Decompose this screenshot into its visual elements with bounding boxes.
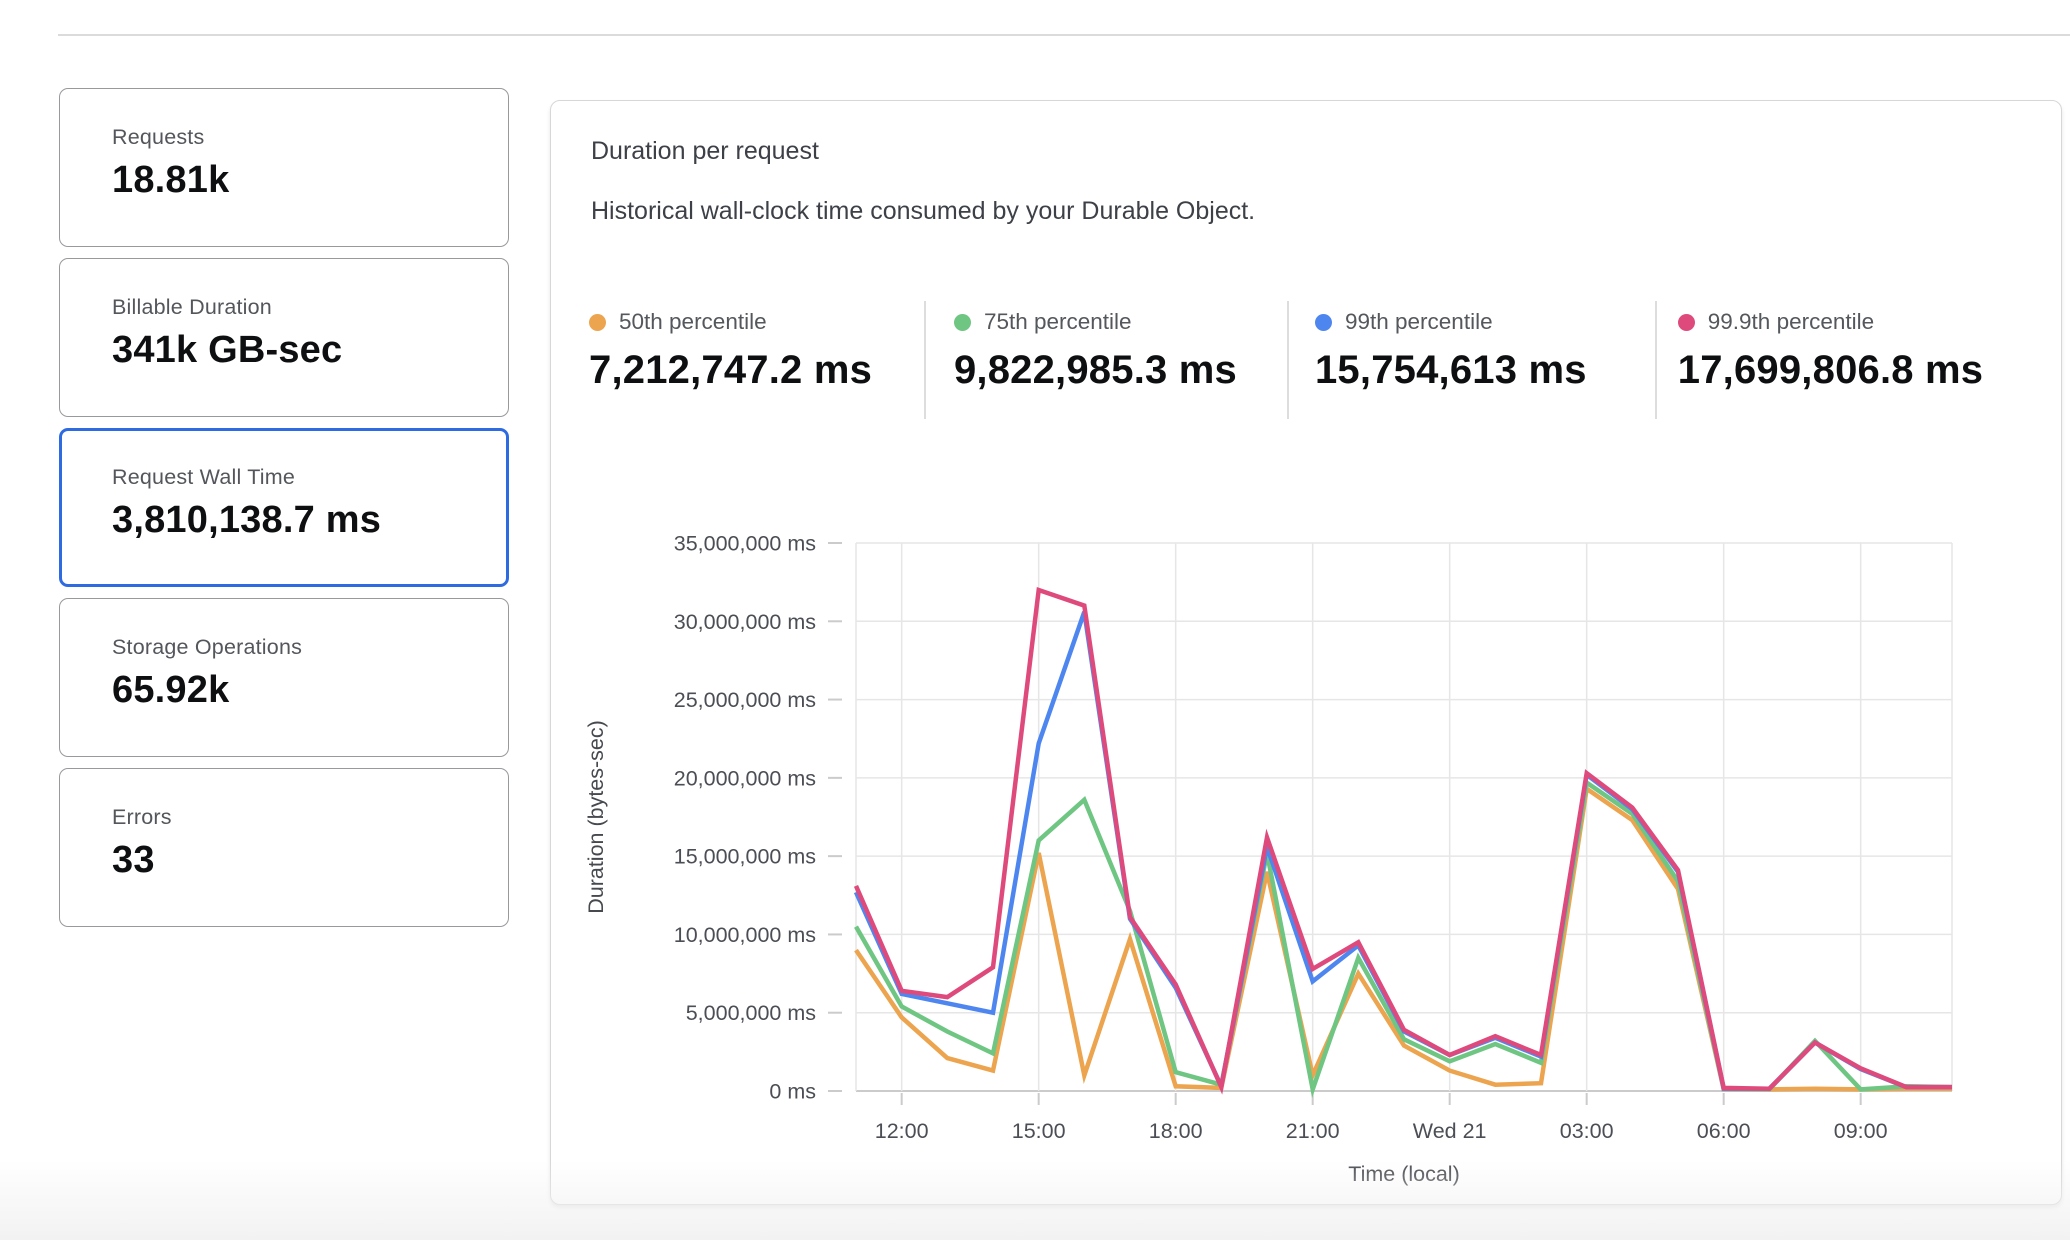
metric-card-value: 33 — [112, 839, 490, 882]
legend-value: 17,699,806.8 ms — [1678, 348, 2061, 393]
svg-text:25,000,000 ms: 25,000,000 ms — [674, 688, 816, 712]
legend-dot-50th-icon — [589, 314, 606, 331]
legend-value: 7,212,747.2 ms — [589, 348, 924, 393]
svg-text:Time (local): Time (local) — [1348, 1162, 1460, 1186]
svg-text:Wed 21: Wed 21 — [1413, 1119, 1487, 1143]
metric-card-errors[interactable]: Errors 33 — [59, 768, 509, 927]
svg-text:18:00: 18:00 — [1149, 1119, 1203, 1143]
metric-card-billable-duration[interactable]: Billable Duration 341k GB-sec — [59, 258, 509, 417]
metric-card-value: 65.92k — [112, 669, 490, 712]
metric-card-requests[interactable]: Requests 18.81k — [59, 88, 509, 247]
metric-card-value: 18.81k — [112, 159, 490, 202]
svg-text:09:00: 09:00 — [1834, 1119, 1888, 1143]
legend-label: 99th percentile — [1345, 309, 1493, 335]
legend-label: 99.9th percentile — [1708, 309, 1874, 335]
svg-text:03:00: 03:00 — [1560, 1119, 1614, 1143]
legend-dot-99th-icon — [1315, 314, 1332, 331]
legend-item-99th-percentile: 99th percentile 15,754,613 ms — [1287, 301, 1655, 419]
legend-dot-75th-icon — [954, 314, 971, 331]
metric-card-label: Storage Operations — [112, 635, 490, 660]
legend-item-50th-percentile: 50th percentile 7,212,747.2 ms — [551, 301, 924, 419]
legend-value: 9,822,985.3 ms — [954, 348, 1287, 393]
legend-label: 75th percentile — [984, 309, 1132, 335]
metric-card-label: Request Wall Time — [112, 465, 488, 490]
panel-subtitle: Historical wall-clock time consumed by y… — [591, 197, 1255, 226]
metric-card-label: Billable Duration — [112, 295, 490, 320]
chart-legend: 50th percentile 7,212,747.2 ms 75th perc… — [551, 301, 2061, 419]
metric-card-value: 341k GB-sec — [112, 329, 490, 372]
svg-text:12:00: 12:00 — [875, 1119, 929, 1143]
legend-item-75th-percentile: 75th percentile 9,822,985.3 ms — [924, 301, 1287, 419]
svg-text:0 ms: 0 ms — [769, 1080, 816, 1104]
legend-item-99-9th-percentile: 99.9th percentile 17,699,806.8 ms — [1655, 301, 2061, 419]
metric-card-storage-operations[interactable]: Storage Operations 65.92k — [59, 598, 509, 757]
svg-text:15:00: 15:00 — [1012, 1119, 1066, 1143]
svg-text:5,000,000 ms: 5,000,000 ms — [686, 1001, 816, 1025]
svg-text:10,000,000 ms: 10,000,000 ms — [674, 923, 816, 947]
svg-text:15,000,000 ms: 15,000,000 ms — [674, 845, 816, 869]
svg-text:20,000,000 ms: 20,000,000 ms — [674, 766, 816, 790]
svg-text:35,000,000 ms: 35,000,000 ms — [674, 532, 816, 556]
legend-value: 15,754,613 ms — [1315, 348, 1655, 393]
svg-text:Duration (bytes-sec): Duration (bytes-sec) — [584, 720, 608, 914]
panel-title: Duration per request — [591, 137, 819, 166]
metric-card-request-wall-time[interactable]: Request Wall Time 3,810,138.7 ms — [59, 428, 509, 587]
duration-per-request-panel: Duration per request Historical wall-clo… — [550, 100, 2062, 1205]
metric-card-label: Requests — [112, 125, 490, 150]
svg-text:21:00: 21:00 — [1286, 1119, 1340, 1143]
duration-line-chart: 0 ms 5,000,000 ms 10,000,000 ms 15,000,000 … — [561, 513, 2061, 1201]
metric-card-list: Requests 18.81k Billable Duration 341k G… — [59, 88, 509, 927]
svg-text:06:00: 06:00 — [1697, 1119, 1751, 1143]
metric-card-label: Errors — [112, 805, 490, 830]
legend-dot-99-9th-icon — [1678, 314, 1695, 331]
svg-text:30,000,000 ms: 30,000,000 ms — [674, 610, 816, 634]
top-divider — [58, 34, 2070, 36]
metric-card-value: 3,810,138.7 ms — [112, 499, 488, 542]
legend-label: 50th percentile — [619, 309, 767, 335]
